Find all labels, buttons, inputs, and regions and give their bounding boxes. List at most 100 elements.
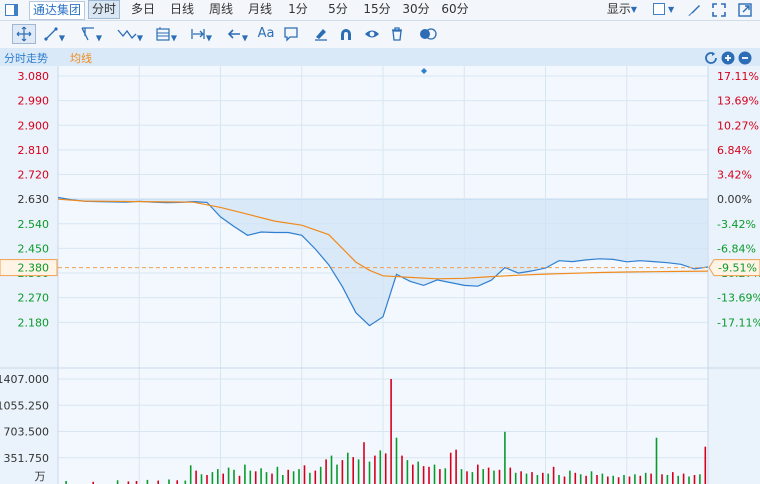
volume-bar bbox=[536, 475, 539, 484]
volume-unit-label: 万 bbox=[35, 470, 46, 483]
plus-circle-icon bbox=[721, 51, 735, 65]
chevron-down-icon: ▼ bbox=[58, 33, 66, 43]
volume-bar bbox=[379, 450, 382, 484]
text-tool[interactable]: Aa bbox=[257, 26, 275, 41]
fullscreen-button[interactable] bbox=[711, 0, 727, 19]
volume-bar bbox=[590, 471, 593, 484]
volume-bar bbox=[200, 474, 203, 484]
delete-tool[interactable] bbox=[388, 24, 406, 44]
volume-bar bbox=[116, 480, 119, 484]
tab-monthly[interactable]: 月线 bbox=[247, 2, 272, 16]
volume-bar bbox=[314, 470, 317, 484]
zoom-out-button[interactable] bbox=[738, 50, 752, 65]
eye-icon bbox=[365, 30, 379, 38]
tab-1min[interactable]: 1分 bbox=[288, 2, 308, 16]
volume-bar bbox=[569, 470, 571, 484]
tab-multi-day[interactable]: 多日 bbox=[130, 2, 155, 16]
volume-bar bbox=[498, 469, 501, 484]
volume-bar bbox=[563, 476, 566, 484]
volume-bar bbox=[520, 471, 522, 484]
fibonacci-tool[interactable]: ▼ bbox=[150, 24, 182, 44]
compare-tool[interactable] bbox=[418, 24, 438, 44]
chart-area[interactable]: 3.080 2.990 2.900 2.810 2.720 2.630 2.540 2.450… bbox=[0, 66, 760, 484]
volume-bar bbox=[487, 467, 490, 484]
volume-bar bbox=[412, 464, 414, 484]
volume-bar bbox=[363, 442, 365, 484]
volume-bar bbox=[542, 472, 544, 484]
price-tick-label: 2.990 bbox=[18, 95, 50, 108]
volume-bar bbox=[336, 464, 338, 484]
volume-bar bbox=[525, 473, 528, 484]
volume-bar bbox=[195, 470, 197, 484]
volume-bar bbox=[417, 461, 419, 484]
average-series-line bbox=[57, 198, 709, 280]
window-icon bbox=[653, 3, 665, 15]
volume-bar bbox=[92, 481, 94, 484]
comment-icon bbox=[284, 27, 298, 42]
volume-bar bbox=[309, 472, 311, 484]
panel-toggle-icon[interactable] bbox=[5, 4, 18, 16]
volume-bar bbox=[287, 469, 289, 484]
eraser-icon bbox=[315, 29, 327, 41]
line-tool[interactable]: ▼ bbox=[40, 24, 68, 44]
volume-bar bbox=[282, 475, 284, 484]
volume-bar bbox=[449, 452, 452, 484]
display-menu[interactable]: 显示▼ bbox=[602, 0, 642, 19]
volume-bar bbox=[639, 475, 642, 484]
tab-daily[interactable]: 日线 bbox=[169, 2, 194, 16]
magnet-tool[interactable] bbox=[336, 24, 356, 44]
top-bar: 通达集团 分时 多日 日线 周线 月线 1分 5分 15分 30分 60分 显示… bbox=[0, 0, 760, 21]
volume-bar bbox=[460, 469, 463, 484]
volume-bar bbox=[135, 481, 138, 484]
volume-bar bbox=[428, 466, 430, 484]
window-style-menu[interactable]: ▼ bbox=[650, 0, 678, 19]
chevron-down-icon: ▼ bbox=[170, 33, 178, 43]
chevron-down-icon: ▼ bbox=[95, 33, 103, 43]
tab-weekly[interactable]: 周线 bbox=[208, 2, 233, 16]
volume-bar bbox=[514, 472, 517, 484]
volume-bar bbox=[406, 460, 409, 484]
legend-price-line: 分时走势 bbox=[4, 52, 48, 65]
legend-bar: 分时走势 均线 bbox=[0, 48, 760, 67]
price-tick-label: 2.810 bbox=[18, 144, 50, 157]
volume-bar bbox=[650, 473, 652, 484]
percent-tick-label: 0.00% bbox=[717, 193, 752, 206]
tab-5min[interactable]: 5分 bbox=[328, 2, 348, 16]
arrow-left-icon bbox=[227, 29, 240, 39]
visibility-tool[interactable] bbox=[362, 24, 382, 44]
volume-bar bbox=[699, 474, 701, 484]
volume-bar bbox=[466, 471, 468, 484]
tab-15min[interactable]: 15分 bbox=[363, 2, 391, 16]
stock-name[interactable]: 通达集团 bbox=[29, 1, 86, 20]
brush-button[interactable] bbox=[686, 0, 702, 19]
tab-30min[interactable]: 30分 bbox=[402, 2, 430, 16]
volume-bar bbox=[211, 472, 214, 484]
percent-tick-label: 13.69% bbox=[717, 95, 759, 108]
volume-bar bbox=[444, 468, 447, 484]
eraser-tool[interactable] bbox=[312, 24, 330, 44]
volume-bar bbox=[628, 476, 631, 484]
trash-icon bbox=[392, 27, 402, 41]
volume-bar bbox=[298, 469, 300, 484]
fullscreen-icon bbox=[712, 3, 726, 17]
volume-bar bbox=[644, 472, 647, 484]
price-tick-label: 2.720 bbox=[18, 169, 50, 182]
chevron-down-icon: ▼ bbox=[136, 33, 144, 43]
zoom-in-button[interactable] bbox=[721, 50, 735, 65]
minus-circle-icon bbox=[738, 51, 752, 65]
volume-bar bbox=[292, 471, 295, 484]
volume-bar bbox=[222, 473, 224, 484]
channel-tool[interactable]: ▼ bbox=[76, 24, 106, 44]
volume-bar bbox=[319, 466, 322, 484]
tab-intraday[interactable]: 分时 bbox=[88, 0, 120, 19]
cursor-price-badge bbox=[0, 259, 58, 277]
tab-60min[interactable]: 60分 bbox=[441, 2, 469, 16]
refresh-button[interactable] bbox=[704, 50, 718, 64]
crosshair-tool[interactable] bbox=[12, 24, 36, 44]
range-tool[interactable]: ▼ bbox=[186, 24, 216, 44]
price-tick-label: 2.270 bbox=[18, 292, 50, 305]
wave-tool[interactable]: ▼ bbox=[113, 24, 147, 44]
note-tool[interactable] bbox=[282, 24, 300, 44]
popout-button[interactable] bbox=[737, 0, 753, 19]
arrow-tool[interactable]: ▼ bbox=[222, 24, 252, 44]
